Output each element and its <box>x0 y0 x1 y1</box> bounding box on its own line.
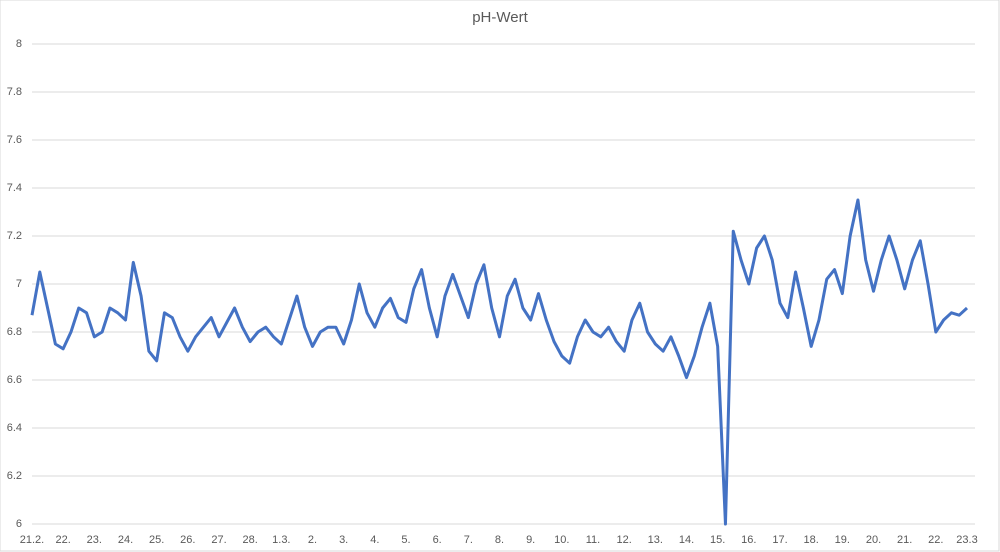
x-tick-label: 7. <box>464 534 473 546</box>
x-tick-label: 21. <box>897 534 912 546</box>
y-tick-label: 7.8 <box>7 86 22 98</box>
data-line <box>30 198 969 526</box>
x-tick-label: 10. <box>554 534 569 546</box>
x-tick-label: 23. <box>87 534 102 546</box>
x-tick-label: 22. <box>56 534 71 546</box>
x-tick-label: 27. <box>211 534 226 546</box>
x-tick-label: 24. <box>118 534 133 546</box>
x-tick-label: 12. <box>617 534 632 546</box>
y-tick-label: 6.2 <box>7 470 22 482</box>
y-tick-label: 7 <box>16 278 22 290</box>
y-tick-label: 7.6 <box>7 134 22 146</box>
x-tick-label: 13. <box>648 534 663 546</box>
y-tick-label: 7.4 <box>7 182 22 194</box>
x-tick-label: 21.2. <box>20 534 44 546</box>
x-tick-label: 6. <box>433 534 442 546</box>
x-tick-label: 25. <box>149 534 164 546</box>
x-tick-label: 19. <box>835 534 850 546</box>
y-tick-label: 6.8 <box>7 326 22 338</box>
x-tick-label: 14. <box>679 534 694 546</box>
x-tick-label: 17. <box>772 534 787 546</box>
x-tick-label: 2. <box>308 534 317 546</box>
y-tick-label: 6.4 <box>7 422 22 434</box>
x-tick-label: 16. <box>741 534 756 546</box>
y-tick-label: 7.2 <box>7 230 22 242</box>
x-tick-label: 4. <box>370 534 379 546</box>
x-tick-label: 15. <box>710 534 725 546</box>
y-tick-label: 6.6 <box>7 374 22 386</box>
x-tick-label: 26. <box>180 534 195 546</box>
x-tick-label: 23.3 <box>956 534 977 546</box>
x-tick-label: 8. <box>495 534 504 546</box>
y-tick-label: 8 <box>16 38 22 50</box>
chart-title: pH-Wert <box>472 9 528 26</box>
x-tick-label: 20. <box>866 534 881 546</box>
x-tick-label: 22. <box>928 534 943 546</box>
x-tick-label: 28. <box>243 534 258 546</box>
x-tick-label: 5. <box>401 534 410 546</box>
x-tick-label: 3. <box>339 534 348 546</box>
x-tick-label: 9. <box>526 534 535 546</box>
y-tick-label: 6 <box>16 518 22 530</box>
x-tick-label: 1.3. <box>272 534 290 546</box>
x-tick-label: 18. <box>804 534 819 546</box>
x-tick-label: 11. <box>586 534 600 546</box>
